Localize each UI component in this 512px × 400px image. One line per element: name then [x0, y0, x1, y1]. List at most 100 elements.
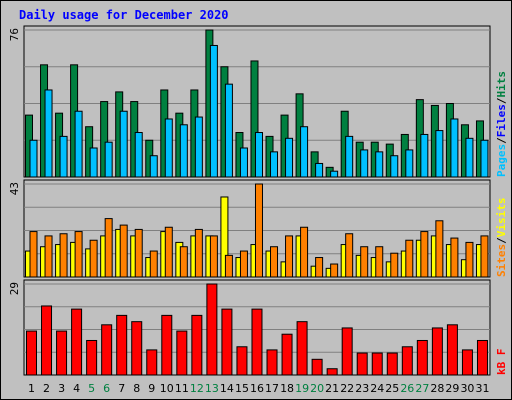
x-tick-label-day-24: 24: [370, 382, 384, 395]
x-tick-label-day-30: 30: [460, 382, 474, 395]
sites-visits-legend-item-1: /: [495, 237, 508, 244]
sites-visits-sites-bar-day-7: [119, 224, 128, 278]
sites-visits-ymax-label: 43: [8, 182, 21, 195]
kbytes-kbf-bar-day-11: [176, 330, 188, 376]
sites-visits-sites-bar-day-15: [239, 250, 248, 278]
sites-visits-sites-bar-day-1: [29, 231, 38, 278]
kbytes-kbf-bar-day-15: [236, 346, 248, 376]
hits-files-pages-files-bar-day-1: [29, 139, 38, 178]
kbytes-kbf-bar-day-18: [281, 333, 293, 376]
sites-visits-sites-bar-day-6: [104, 218, 113, 278]
kbytes-kbf-bar-day-28: [431, 327, 443, 376]
sites-visits-sites-bar-day-14: [224, 254, 233, 278]
kbytes-kbf-bar-day-1: [26, 330, 37, 376]
hits-files-pages-legend-item-2: Files: [495, 104, 508, 137]
sites-visits-sites-bar-day-27: [420, 231, 429, 278]
hits-files-pages-ymax-label: 76: [8, 28, 21, 41]
kbytes-kbf-bar-day-23: [356, 352, 368, 376]
hits-files-pages-files-bar-day-4: [74, 110, 83, 178]
kbytes-kbf-bar-day-14: [221, 308, 233, 376]
kbytes-legend-item-0: kB F: [495, 349, 508, 376]
hits-files-pages-files-bar-day-27: [420, 133, 429, 178]
kbytes-kbf-bar-day-13: [206, 283, 218, 376]
hits-files-pages-files-bar-day-7: [119, 110, 128, 178]
x-tick-label-day-5: 5: [88, 382, 95, 395]
hits-files-pages-files-bar-day-31: [480, 139, 489, 178]
hits-files-pages-files-bar-day-20: [315, 162, 324, 178]
hits-files-pages-files-bar-day-26: [405, 149, 414, 178]
sites-visits-sites-bar-day-4: [74, 231, 83, 278]
hits-files-pages-files-bar-day-5: [89, 147, 98, 178]
hits-files-pages-files-bar-day-10: [164, 118, 173, 178]
x-tick-label-day-23: 23: [355, 382, 369, 395]
sites-visits-sites-bar-day-28: [435, 220, 444, 278]
x-tick-label-day-9: 9: [148, 382, 155, 395]
sites-visits-sites-bar-day-12: [194, 228, 203, 278]
kbytes-kbf-bar-day-8: [131, 321, 143, 376]
sites-visits-sites-bar-day-22: [345, 233, 354, 278]
hits-files-pages-files-bar-day-17: [270, 151, 279, 178]
hits-files-pages-hits-bar-day-6: [100, 101, 109, 178]
x-tick-label-day-11: 11: [175, 382, 189, 395]
sites-visits-legend-item-2: Visits: [495, 198, 508, 238]
x-tick-label-day-16: 16: [250, 382, 264, 395]
sites-visits-sites-bar-day-31: [480, 235, 489, 278]
hits-files-pages-files-bar-day-25: [390, 155, 399, 178]
x-tick-label-day-20: 20: [310, 382, 324, 395]
hits-files-pages-files-bar-day-19: [300, 126, 309, 178]
hits-files-pages-files-bar-day-21: [330, 170, 339, 178]
x-tick-label-day-17: 17: [265, 382, 279, 395]
sites-visits-sites-bar-day-17: [270, 246, 279, 278]
kbytes-kbf-bar-day-2: [41, 305, 53, 376]
sites-visits-sites-bar-day-23: [360, 246, 369, 278]
kbytes-kbf-bar-day-17: [266, 349, 278, 376]
kbytes-kbf-bar-day-12: [191, 314, 203, 376]
kbytes-kbf-bar-day-25: [386, 352, 398, 376]
x-tick-label-day-14: 14: [220, 382, 234, 395]
sites-visits-sites-bar-day-8: [134, 228, 143, 278]
x-tick-label-day-10: 10: [160, 382, 174, 395]
kbytes-kbf-bar-day-30: [461, 349, 473, 376]
x-tick-label-day-21: 21: [325, 382, 339, 395]
x-tick-label-day-6: 6: [103, 382, 110, 395]
sites-visits-sites-bar-day-21: [330, 263, 339, 278]
x-tick-label-day-28: 28: [430, 382, 444, 395]
x-tick-label-day-2: 2: [43, 382, 50, 395]
hits-files-pages-files-bar-day-12: [194, 116, 203, 178]
kbytes-kbf-bar-day-22: [341, 327, 353, 376]
hits-files-pages-files-bar-day-2: [44, 89, 53, 178]
x-tick-label-day-22: 22: [340, 382, 354, 395]
sites-visits-sites-bar-day-9: [149, 250, 158, 278]
x-tick-label-day-13: 13: [205, 382, 219, 395]
kbytes-kbf-bar-day-31: [476, 339, 488, 376]
x-tick-label-day-3: 3: [58, 382, 65, 395]
hits-files-pages-legend-item-4: Hits: [495, 71, 508, 98]
hits-files-pages-legend-item-0: Pages: [495, 144, 508, 177]
sites-visits-visits-bar-day-14: [220, 196, 229, 278]
hits-files-pages-files-bar-day-3: [59, 135, 68, 178]
hits-files-pages-files-bar-day-13: [209, 44, 218, 178]
hits-files-pages-files-bar-day-8: [134, 132, 143, 178]
x-tick-label-day-15: 15: [235, 382, 249, 395]
sites-visits-sites-bar-day-20: [315, 257, 324, 278]
kbytes-kbf-bar-day-29: [446, 324, 458, 376]
sites-visits-sites-bar-day-29: [450, 237, 459, 278]
kbytes-ymax-label: 29: [8, 282, 21, 295]
hits-files-pages-hits-bar-day-16: [250, 60, 259, 178]
hits-files-pages-files-bar-day-11: [179, 124, 188, 178]
sites-visits-sites-bar-day-2: [44, 235, 53, 278]
hits-files-pages-files-bar-day-22: [345, 135, 354, 178]
hits-files-pages-legend-item-1: /: [495, 137, 508, 144]
x-tick-label-day-18: 18: [280, 382, 294, 395]
kbytes-kbf-bar-day-20: [311, 358, 323, 376]
x-tick-label-day-29: 29: [445, 382, 459, 395]
sites-visits-sites-bar-day-3: [59, 233, 68, 278]
kbytes-kbf-bar-day-6: [101, 324, 113, 376]
x-tick-label-day-25: 25: [385, 382, 399, 395]
hits-files-pages-files-bar-day-9: [149, 155, 158, 178]
sites-visits-sites-bar-day-5: [89, 239, 98, 278]
kbytes-kbf-bar-day-16: [251, 308, 263, 376]
sites-visits-sites-bar-day-24: [375, 246, 384, 278]
sites-visits-legend-text: Sites/Visits: [495, 198, 508, 278]
kbytes-kbf-bar-day-21: [326, 368, 338, 376]
